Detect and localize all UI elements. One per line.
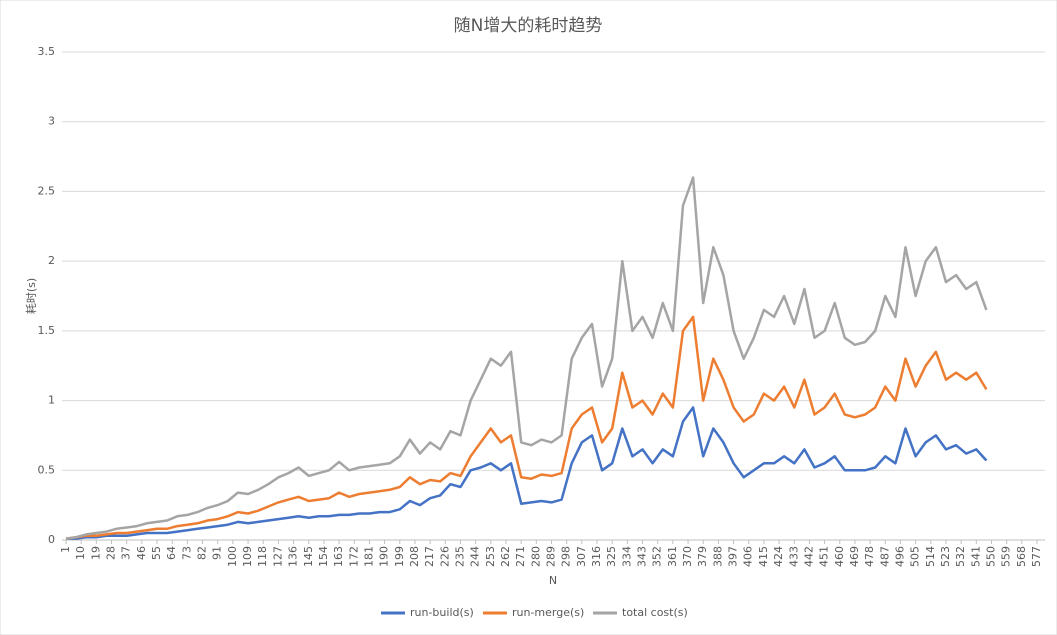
x-tick-label: 397 bbox=[727, 546, 740, 567]
series-line bbox=[65, 315, 988, 540]
x-tick-label: 46 bbox=[135, 546, 148, 560]
y-tick-label: 0 bbox=[48, 533, 55, 546]
series-line bbox=[65, 176, 988, 540]
x-tick-label: 145 bbox=[302, 546, 315, 567]
x-tick-label: 217 bbox=[423, 546, 436, 567]
x-tick-label: 316 bbox=[590, 546, 603, 567]
x-tick-label: 235 bbox=[453, 546, 466, 567]
x-tick-label: 271 bbox=[514, 546, 527, 567]
x-tick-label: 460 bbox=[833, 546, 846, 567]
x-tick-label: 298 bbox=[560, 546, 573, 567]
x-tick-label: 307 bbox=[575, 546, 588, 567]
x-tick-label: 496 bbox=[893, 546, 906, 567]
x-tick-label: 541 bbox=[969, 546, 982, 567]
y-tick-label: 1 bbox=[48, 394, 55, 407]
x-tick-label: 136 bbox=[287, 546, 300, 567]
x-tick-label: 100 bbox=[226, 546, 239, 567]
x-tick-label: 280 bbox=[529, 546, 542, 567]
y-axis-label: 耗时(s) bbox=[25, 278, 38, 314]
x-tick-label: 487 bbox=[878, 546, 891, 567]
x-tick-label: 343 bbox=[636, 546, 649, 567]
x-tick-label: 433 bbox=[787, 546, 800, 567]
legend-label: run-merge(s) bbox=[512, 606, 584, 619]
x-tick-label: 370 bbox=[681, 546, 694, 567]
y-tick-label: 2.5 bbox=[38, 184, 56, 197]
x-tick-label: 172 bbox=[347, 546, 360, 567]
x-tick-label: 127 bbox=[271, 546, 284, 567]
x-tick-label: 532 bbox=[954, 546, 967, 567]
x-tick-label: 424 bbox=[772, 546, 785, 567]
series-line bbox=[66, 406, 988, 540]
x-tick-label: 559 bbox=[1000, 546, 1013, 567]
x-tick-label: 415 bbox=[757, 546, 770, 567]
x-tick-label: 478 bbox=[863, 546, 876, 567]
x-tick-label: 55 bbox=[150, 546, 163, 560]
x-tick-label: 469 bbox=[848, 546, 861, 567]
x-tick-label: 442 bbox=[802, 546, 815, 567]
x-tick-label: 361 bbox=[666, 546, 679, 567]
x-tick-label: 163 bbox=[332, 546, 345, 567]
x-tick-label: 550 bbox=[984, 546, 997, 567]
x-tick-label: 253 bbox=[484, 546, 497, 567]
x-tick-label: 82 bbox=[196, 546, 209, 560]
x-tick-label: 514 bbox=[924, 546, 937, 567]
y-tick-label: 1.5 bbox=[38, 324, 56, 337]
x-tick-label: 505 bbox=[909, 546, 922, 567]
x-tick-label: 10 bbox=[74, 546, 87, 560]
x-tick-label: 109 bbox=[241, 546, 254, 567]
y-tick-label: 0.5 bbox=[38, 463, 56, 476]
x-tick-label: 451 bbox=[818, 546, 831, 567]
legend-label: total cost(s) bbox=[622, 606, 688, 619]
x-tick-label: 37 bbox=[120, 546, 133, 560]
x-tick-label: 73 bbox=[180, 546, 193, 560]
x-tick-label: 577 bbox=[1030, 546, 1043, 567]
x-tick-label: 406 bbox=[742, 546, 755, 567]
x-tick-label: 64 bbox=[165, 546, 178, 560]
x-tick-label: 118 bbox=[256, 546, 269, 567]
x-tick-label: 244 bbox=[469, 546, 482, 567]
x-tick-label: 325 bbox=[605, 546, 618, 567]
x-tick-label: 199 bbox=[393, 546, 406, 567]
y-tick-label: 3 bbox=[48, 115, 55, 128]
x-tick-label: 388 bbox=[711, 546, 724, 567]
x-tick-label: 334 bbox=[620, 546, 633, 567]
y-tick-label: 3.5 bbox=[38, 45, 56, 58]
x-tick-label: 154 bbox=[317, 546, 330, 567]
x-tick-label: 523 bbox=[939, 546, 952, 567]
x-tick-label: 91 bbox=[211, 546, 224, 560]
x-axis-label: N bbox=[549, 574, 557, 587]
x-tick-label: 19 bbox=[89, 546, 102, 560]
x-tick-label: 289 bbox=[545, 546, 558, 567]
x-tick-label: 262 bbox=[499, 546, 512, 567]
x-tick-label: 379 bbox=[696, 546, 709, 567]
x-tick-label: 181 bbox=[362, 546, 375, 567]
chart-title: 随N增大的耗时趋势 bbox=[454, 16, 603, 36]
x-tick-label: 568 bbox=[1015, 546, 1028, 567]
x-tick-label: 208 bbox=[408, 546, 421, 567]
legend-label: run-build(s) bbox=[410, 606, 474, 619]
x-tick-label: 28 bbox=[105, 546, 118, 560]
x-tick-label: 226 bbox=[438, 546, 451, 567]
x-tick-label: 190 bbox=[378, 546, 391, 567]
x-tick-label: 352 bbox=[651, 546, 664, 567]
x-tick-label: 1 bbox=[59, 546, 72, 553]
y-tick-label: 2 bbox=[48, 254, 55, 267]
